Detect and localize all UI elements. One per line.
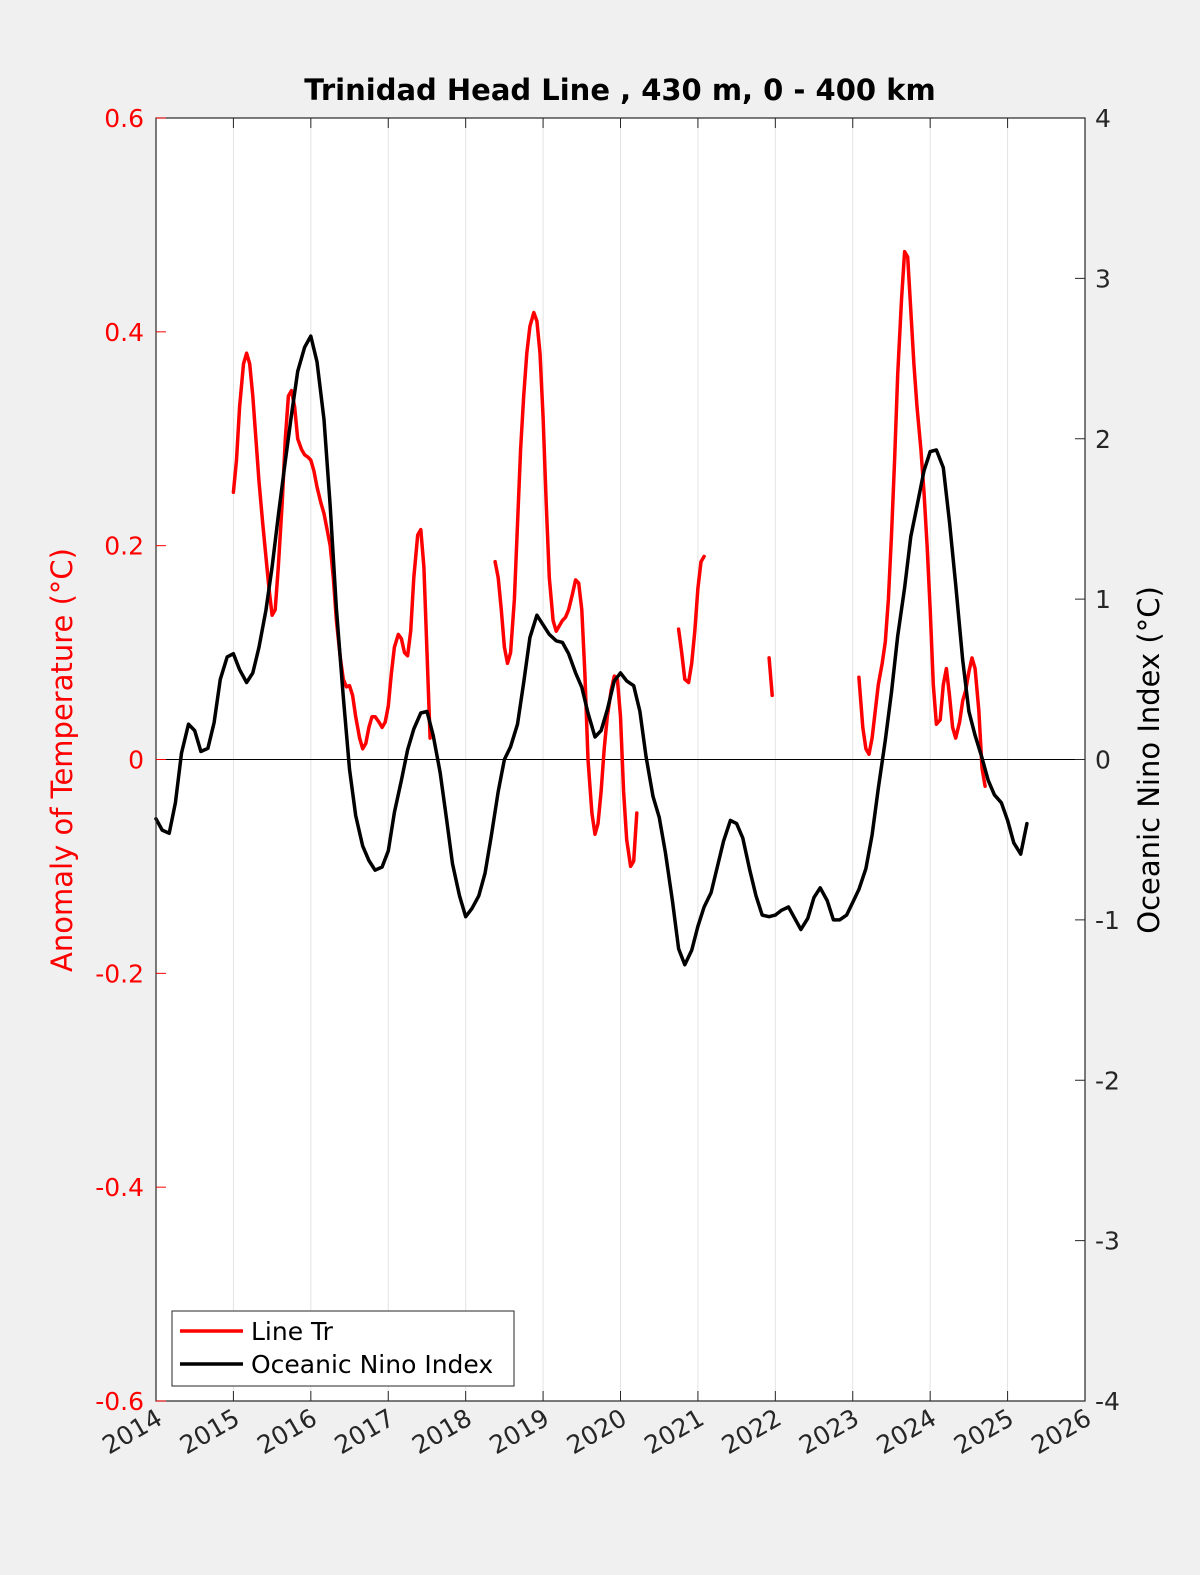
- line-tr-series-segment: [767, 656, 774, 698]
- legend-box: [171, 1310, 515, 1387]
- line-tr-series-segment: [231, 351, 432, 751]
- right-y-tick-label: 4: [1095, 104, 1111, 133]
- left-y-tick-label: -0.6: [95, 1387, 144, 1416]
- left-y-tick-label: 0.6: [104, 104, 144, 133]
- right-y-tick-label: -2: [1095, 1066, 1120, 1095]
- legend-label-oni: Oceanic Nino Index: [251, 1350, 493, 1379]
- left-y-axis-ticks: 0.6 0.4 0.2 0 -0.2 -0.4 -0.6: [95, 104, 166, 1416]
- left-y-tick-label: 0.2: [104, 532, 144, 561]
- left-y-tick-label: -0.2: [95, 959, 144, 988]
- legend: Line Tr Oceanic Nino Index: [171, 1310, 515, 1387]
- right-y-tick-label: -4: [1095, 1387, 1120, 1416]
- right-y-tick-label: 2: [1095, 425, 1111, 454]
- left-y-tick-label: -0.4: [95, 1173, 144, 1202]
- oni-series-segment: [154, 334, 1029, 967]
- right-y-tick-label: 1: [1095, 585, 1111, 614]
- right-y-tick-label: 3: [1095, 264, 1111, 293]
- right-y-axis-label: Oceanic Nino Index (°C): [1132, 586, 1166, 934]
- series-lines: [154, 249, 1029, 967]
- right-y-axis-ticks: 4 3 2 1 0 -1 -2 -3 -4: [1075, 104, 1120, 1416]
- right-y-tick-label: -3: [1095, 1227, 1120, 1256]
- right-y-tick-label: 0: [1095, 746, 1111, 775]
- right-y-tick-label: -1: [1095, 906, 1120, 935]
- chart-title: Trinidad Head Line , 430 m, 0 - 400 km: [304, 73, 935, 107]
- legend-label-line-tr: Line Tr: [251, 1317, 334, 1346]
- left-y-tick-label: 0: [128, 746, 144, 775]
- left-y-axis-label: Anomaly of Temperature (°C): [45, 548, 79, 972]
- line-tr-series-segment: [676, 554, 706, 685]
- left-y-tick-label: 0.4: [104, 318, 144, 347]
